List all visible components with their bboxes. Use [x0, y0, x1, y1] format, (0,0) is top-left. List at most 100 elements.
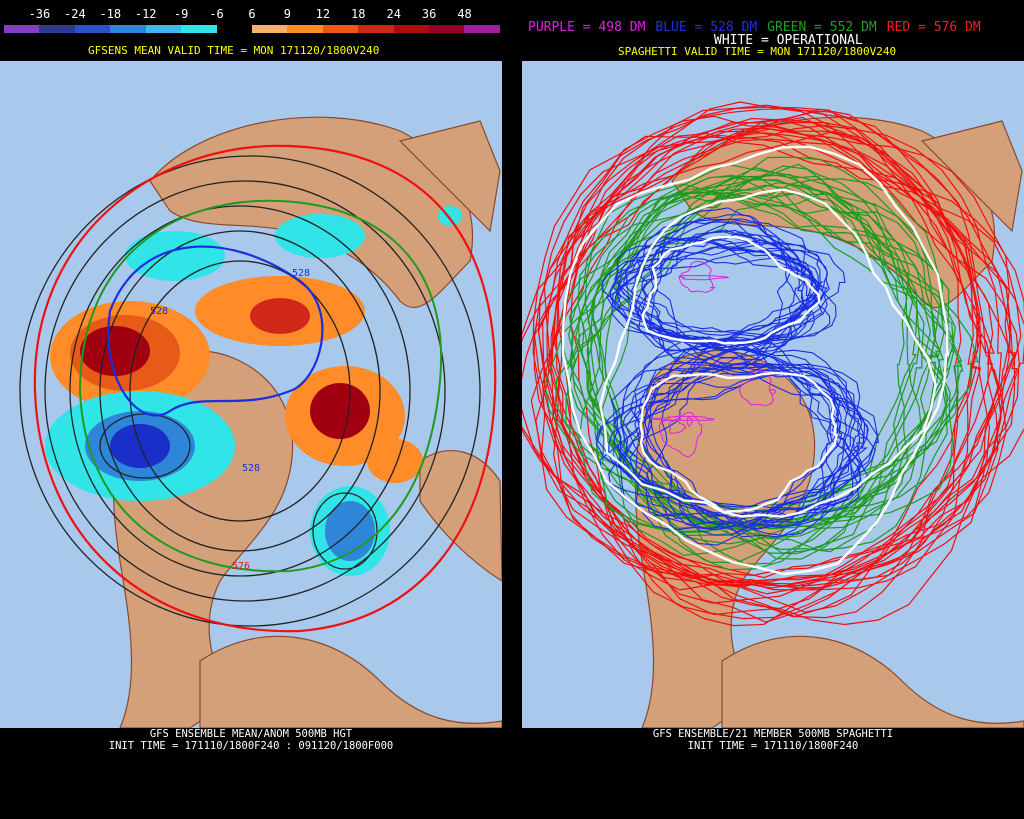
colorbar-tick-label: 48: [457, 7, 472, 21]
colorbar-tick-label: 24: [386, 7, 401, 21]
colorbar-swatch: [39, 25, 75, 33]
colorbar-swatch: [110, 25, 146, 33]
spaghetti-498-line: [738, 369, 774, 407]
legend-blue: BLUE = 528 DM: [655, 20, 758, 35]
legend-white-operational: WHITE = OPERATIONAL: [714, 33, 863, 48]
spaghetti-498-line: [677, 274, 730, 281]
operational-576-line: [561, 145, 949, 576]
legend-green: GREEN = 552 DM: [767, 20, 877, 35]
spaghetti-528-line: [619, 348, 861, 519]
colorbar-tick-label: -12: [134, 7, 157, 21]
spaghetti-498-line: [652, 415, 715, 421]
operational-528-line: [641, 235, 821, 345]
contour-label: 576: [232, 561, 250, 572]
ensemble-mean-map: 528 528 528 576: [0, 61, 502, 728]
spaghetti-576-line: [538, 121, 982, 619]
spaghetti-528-line: [622, 238, 824, 336]
spaghetti-528-line: [643, 345, 856, 536]
spaghetti-528-line: [615, 250, 819, 351]
spaghetti-576-line: [522, 121, 1002, 579]
mean-footer-line2: INIT TIME = 171110/1800F240 : 091120/180…: [108, 740, 394, 752]
spaghetti-528-line: [621, 236, 829, 345]
spaghetti-552-line: [604, 191, 937, 565]
contour-label: 528: [242, 463, 260, 474]
colorbar-swatch: [251, 25, 288, 33]
contour-label: 528: [150, 306, 168, 317]
spaghetti-528-line: [595, 348, 860, 517]
colorbar-tick-label: 6: [248, 7, 256, 21]
spaghetti-552-line: [565, 191, 954, 532]
colorbar-swatch: [216, 25, 252, 33]
colorbar-tick-labels: -36 -24 -18 -12 -9 -6 6 9 12 18 24 36 48: [0, 7, 502, 21]
spaghetti-528-line: [641, 241, 813, 361]
spaghetti-528-line: [611, 349, 868, 538]
colorbar-swatch: [74, 25, 111, 33]
spaghetti-528-line: [643, 214, 820, 343]
528-contour: [107, 245, 324, 417]
colorbar-tick-label: 9: [283, 7, 292, 21]
colorbar-swatch: [322, 25, 359, 33]
colorbar-tick-label: -36: [28, 7, 51, 21]
spaghetti-552-line: [591, 173, 979, 531]
spaghetti-valid-time-header: SPAGHETTI VALID TIME = MON 171120/1800V2…: [618, 45, 897, 58]
spaghetti-576-line: [550, 132, 982, 627]
colorbar-swatch: [464, 25, 500, 33]
spaghetti-576-line: [530, 138, 1007, 589]
colorbar-swatch: [358, 25, 394, 33]
colorbar-swatch: [393, 25, 430, 33]
spaghetti-552-line: [590, 193, 964, 534]
colorbar-tick-label: 36: [421, 7, 437, 21]
spaghetti-528-line: [608, 366, 868, 528]
spaghetti-legend: PURPLE = 498 DM BLUE = 528 DM GREEN = 552 …: [528, 20, 1024, 35]
spaghetti-svg: [522, 61, 1024, 728]
spaghetti-528-line: [634, 229, 809, 346]
colorbar-swatch: [4, 25, 40, 33]
spaghetti-576-line: [522, 127, 991, 587]
spaghetti-footer-line1: GFS ENSEMBLE/21 MEMBER 500MB SPAGHETTI: [652, 728, 894, 740]
spaghetti-528-line: [621, 373, 869, 528]
panel-divider: [502, 0, 522, 819]
colorbar-tick-label: -24: [64, 7, 86, 21]
spaghetti-528-line: [645, 362, 863, 530]
colorbar-swatch: [181, 25, 217, 33]
height-contours: [19, 155, 481, 627]
576-contour: [33, 144, 497, 633]
anomaly-colorbar: [4, 25, 500, 33]
mean-anomaly-svg: 528 528 528 576: [0, 61, 502, 728]
spaghetti-498-line: [668, 419, 687, 434]
spaghetti-552-line: [571, 177, 909, 530]
colorbar-tick-label: -9: [173, 7, 189, 21]
mean-footer-line1: GFS ENSEMBLE MEAN/ANOM 500MB HGT: [149, 728, 353, 740]
552-contour: [78, 199, 443, 573]
spaghetti-552-line: [577, 163, 918, 560]
colorbar-swatch: [429, 25, 465, 33]
colorbar-tick-label: -18: [99, 7, 122, 21]
legend-red: RED = 576 DM: [886, 20, 981, 35]
spaghetti-footer-line2: INIT TIME = 171110/1800F240: [687, 740, 859, 752]
colorbar-tick-label: -6: [209, 7, 224, 21]
spaghetti-576-line: [522, 104, 999, 587]
ensemble-mean-panel: -36 -24 -18 -12 -9 -6 6 9 12 18 24 36 48 GFSENS MEAN…: [0, 0, 502, 819]
spaghetti-lines: [522, 101, 1024, 627]
spaghetti-528-line: [616, 221, 806, 353]
contour-label: 528: [292, 268, 310, 279]
spaghetti-panel: PURPLE = 498 DM BLUE = 528 DM GREEN = 552 …: [522, 0, 1024, 819]
colorbar-tick-label: 12: [315, 7, 331, 21]
spaghetti-552-line: [554, 182, 948, 512]
operational-552-line: [599, 188, 937, 518]
spaghetti-528-line: [614, 218, 837, 350]
colorbar-swatch: [287, 25, 323, 33]
spaghetti-552-line: [587, 175, 955, 556]
colorbar-swatch: [145, 25, 182, 33]
spaghetti-498-line: [686, 416, 693, 427]
legend-purple: PURPLE = 498 DM: [528, 20, 646, 35]
spaghetti-576-line: [551, 130, 994, 613]
colorbar-tick-label: 18: [351, 7, 366, 21]
spaghetti-552-line: [575, 165, 921, 553]
spaghetti-576-line: [533, 111, 1011, 626]
spaghetti-576-line: [543, 108, 980, 618]
spaghetti-map: [522, 61, 1024, 728]
operational-528-line: [639, 371, 838, 514]
mean-valid-time-header: GFSENS MEAN VALID TIME = MON 171120/1800…: [88, 44, 380, 57]
spaghetti-528-line: [595, 346, 839, 536]
